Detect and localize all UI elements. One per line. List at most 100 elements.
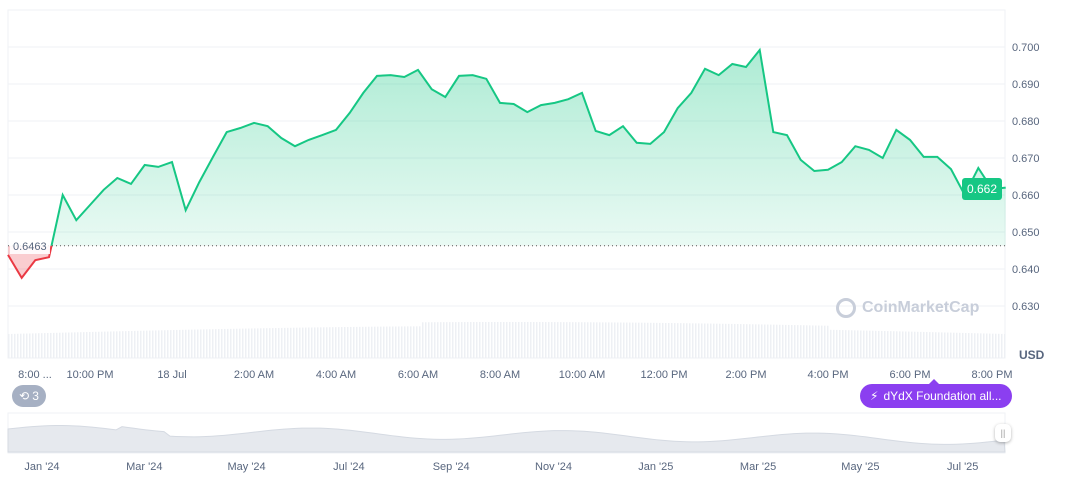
- volume-bar: [1001, 333, 1003, 358]
- volume-bar: [563, 322, 565, 358]
- volume-bar: [149, 330, 151, 358]
- volume-bar: [671, 323, 673, 358]
- x-tick-label: 2:00 PM: [726, 369, 767, 381]
- volume-bar: [11, 333, 13, 358]
- volume-bar: [692, 323, 694, 358]
- volume-bar: [467, 322, 469, 358]
- volume-bar: [44, 333, 46, 358]
- volume-bar: [764, 324, 766, 358]
- volume-bar: [428, 322, 430, 358]
- x-tick-label: 10:00 AM: [559, 369, 605, 381]
- volume-bar: [872, 330, 874, 358]
- volume-bar: [203, 329, 205, 358]
- volume-bar: [356, 326, 358, 358]
- volume-bar: [146, 330, 148, 358]
- volume-bar: [524, 322, 526, 358]
- x-tick-label: 8:00 ...: [18, 369, 52, 381]
- volume-bar: [719, 323, 721, 358]
- volume-bar: [158, 330, 160, 358]
- volume-bar: [299, 327, 301, 358]
- price-area-up: [8, 50, 1006, 246]
- volume-bar: [950, 332, 952, 358]
- volume-bar: [734, 323, 736, 358]
- news-badge[interactable]: ⚡︎ dYdX Foundation all...: [860, 379, 1012, 408]
- volume-bar: [410, 326, 412, 358]
- volume-bar: [551, 322, 553, 358]
- volume-bar: [611, 322, 613, 358]
- y-tick-label: 0.700: [1012, 42, 1040, 54]
- events-badge[interactable]: ⟲ 3: [12, 385, 46, 407]
- volume-bar: [668, 323, 670, 358]
- volume-bar: [647, 322, 649, 358]
- x-tick-label: 18 Jul: [157, 369, 186, 381]
- volume-bar: [323, 327, 325, 358]
- navigator-handle[interactable]: ||: [995, 424, 1011, 442]
- volume-bar: [989, 333, 991, 358]
- volume-bar: [278, 327, 280, 358]
- volume-bar: [902, 331, 904, 358]
- volume-bar: [539, 322, 541, 358]
- volume-bar: [986, 333, 988, 358]
- volume-bar: [800, 325, 802, 358]
- volume-bar: [8, 334, 10, 358]
- navigator-label: Mar '24: [126, 461, 162, 473]
- volume-bar: [605, 322, 607, 358]
- volume-bar: [269, 328, 271, 358]
- volume-bar: [32, 333, 34, 358]
- lightning-icon: ⚡︎: [870, 389, 879, 403]
- volume-bar: [638, 322, 640, 358]
- volume-bar: [833, 329, 835, 358]
- volume-bar: [326, 327, 328, 358]
- volume-bar: [815, 325, 817, 358]
- volume-bar: [521, 322, 523, 358]
- currency-label: USD: [1019, 348, 1045, 362]
- volume-bar: [905, 331, 907, 358]
- x-tick-label: 6:00 PM: [890, 369, 931, 381]
- volume-bar: [386, 326, 388, 358]
- navigator-label: Jan '24: [24, 461, 59, 473]
- volume-bar: [296, 327, 298, 358]
- volume-bar: [143, 330, 145, 358]
- volume-bar: [26, 333, 28, 358]
- volume-bar: [854, 330, 856, 358]
- volume-bar: [548, 322, 550, 358]
- volume-bar: [578, 322, 580, 358]
- volume-bar: [884, 331, 886, 358]
- volume-bar: [899, 331, 901, 358]
- volume-bar: [875, 330, 877, 358]
- volume-bar: [188, 329, 190, 358]
- volume-bar: [923, 331, 925, 358]
- volume-bar: [398, 326, 400, 358]
- volume-bar: [104, 331, 106, 358]
- volume-bar: [818, 325, 820, 358]
- volume-bar: [353, 326, 355, 358]
- volume-bar: [560, 322, 562, 358]
- volume-bar: [317, 327, 319, 358]
- volume-bar: [944, 332, 946, 358]
- volume-bar: [749, 324, 751, 358]
- volume-bar: [593, 322, 595, 358]
- volume-bar: [644, 322, 646, 358]
- volume-bar: [458, 322, 460, 358]
- volume-bar: [41, 333, 43, 358]
- volume-bar: [23, 333, 25, 358]
- volume-bar: [182, 329, 184, 358]
- volume-bar: [86, 332, 88, 358]
- navigator-label: May '25: [841, 461, 879, 473]
- volume-bar: [71, 332, 73, 358]
- watermark: CoinMarketCap: [836, 298, 979, 318]
- volume-bar: [983, 333, 985, 358]
- volume-bar: [62, 332, 64, 358]
- volume-bar: [512, 322, 514, 358]
- volume-bar: [677, 323, 679, 358]
- volume-bar: [437, 322, 439, 358]
- volume-bar: [911, 331, 913, 358]
- volume-bar: [953, 332, 955, 358]
- volume-bar: [107, 331, 109, 358]
- volume-bar: [302, 327, 304, 358]
- volume-bar: [170, 330, 172, 358]
- volume-bar: [929, 332, 931, 358]
- volume-bar: [233, 328, 235, 358]
- volume-bar: [455, 322, 457, 358]
